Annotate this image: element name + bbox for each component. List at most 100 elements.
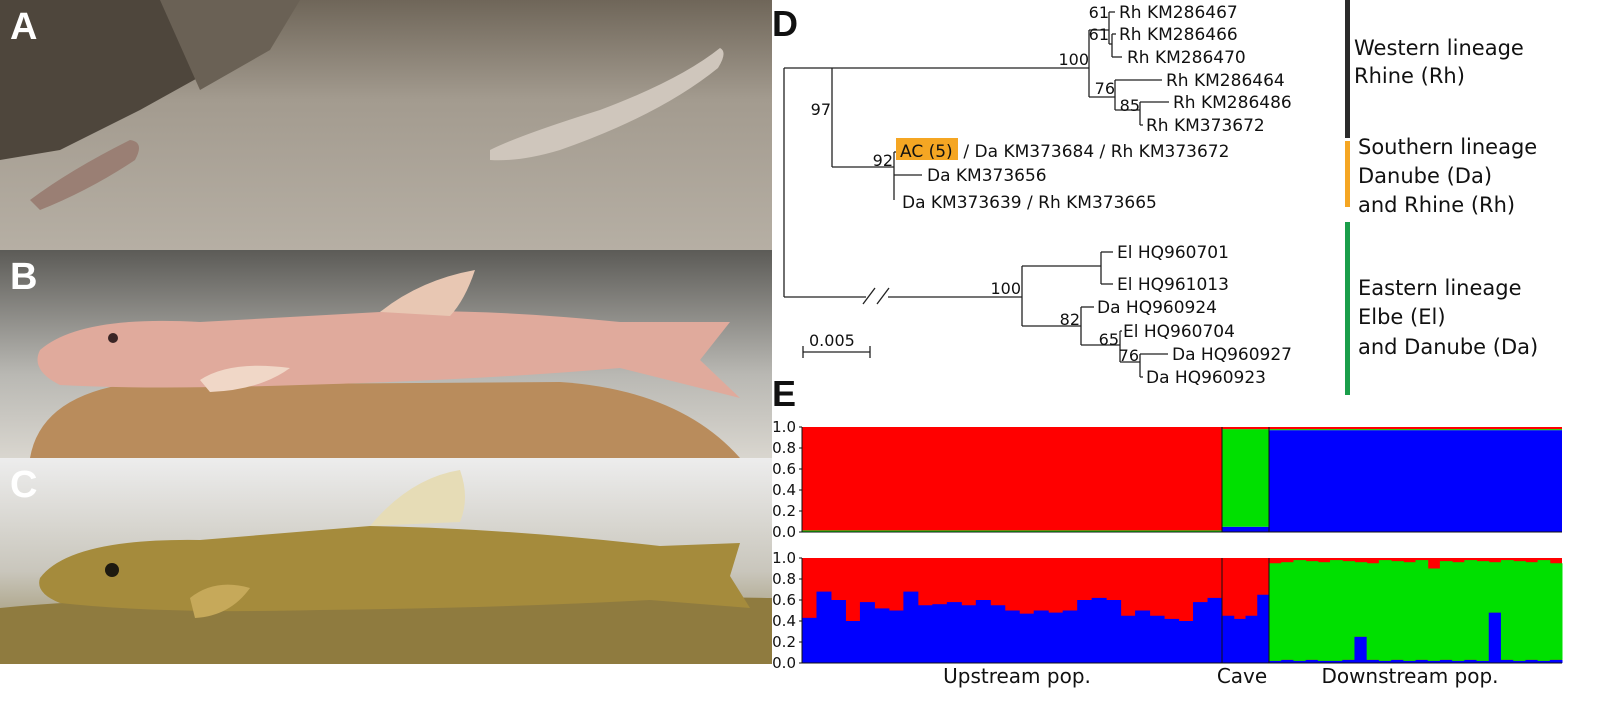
structure-bar-upstream-blue — [845, 621, 861, 663]
structure-bar-downstream-green — [1488, 562, 1502, 613]
support-value: 61 — [1089, 25, 1109, 44]
tip-label: Da KM373656 — [927, 166, 1047, 186]
structure-bar-downstream-green — [1269, 429, 1562, 431]
structure-bar-downstream-green — [1317, 562, 1331, 661]
structure-bar-downstream-green — [1525, 562, 1539, 660]
structure-bar-downstream-green — [1281, 562, 1294, 660]
y-tick-label: 0.2 — [772, 633, 796, 651]
structure-bar-upstream-blue — [961, 605, 977, 663]
lineage-label: and Danube (Da) — [1358, 335, 1538, 359]
structure-bar-downstream-green — [1403, 562, 1416, 661]
structure-bar-downstream-green — [1549, 563, 1563, 660]
y-tick-label: 1.0 — [772, 549, 796, 567]
structure-bar-downstream-blue — [1317, 660, 1331, 663]
structure-bar-downstream-blue — [1427, 660, 1441, 663]
structure-bar-upstream-blue — [1091, 597, 1107, 663]
structure-bar-downstream-blue — [1500, 659, 1514, 663]
structure-bar-cave-blue — [1222, 526, 1269, 532]
structure-bar-cave-blue — [1222, 615, 1235, 663]
lineage-label: Danube (Da) — [1358, 164, 1492, 188]
tip-label: El HQ961013 — [1117, 275, 1229, 295]
structure-bar-downstream-red — [1269, 427, 1562, 430]
tip-label: Da HQ960927 — [1172, 345, 1292, 365]
group-label-upstream: Upstream pop. — [943, 664, 1091, 688]
support-value: 100 — [990, 279, 1021, 298]
structure-bar-upstream-blue — [859, 602, 875, 663]
structure-bar-downstream-green — [1269, 563, 1282, 661]
structure-bar-downstream-green — [1391, 561, 1404, 660]
panel-label-b: B — [10, 256, 38, 298]
tip-label: Da HQ960924 — [1097, 298, 1217, 318]
structure-bar-cave-blue — [1233, 618, 1246, 663]
structure-bar-downstream-blue — [1366, 659, 1380, 663]
structure-bar-upstream-blue — [1120, 615, 1136, 663]
tip-label: Rh KM286466 — [1119, 25, 1238, 45]
photo-b-cave-loach — [0, 250, 772, 458]
structure-bar-upstream-blue — [946, 602, 962, 663]
support-value: 100 — [1058, 50, 1089, 69]
structure-bar-downstream-blue — [1464, 659, 1478, 663]
tip-label: Da HQ960923 — [1146, 368, 1266, 388]
structure-bar-upstream-blue — [874, 608, 890, 663]
structure-bar-downstream-green — [1500, 560, 1514, 660]
lineage-label: Eastern lineage — [1358, 276, 1522, 300]
structure-bar-downstream-blue — [1391, 659, 1404, 663]
ac-highlight — [896, 138, 958, 160]
y-tick-label: 0.6 — [772, 591, 796, 609]
structure-bar-downstream-blue — [1305, 659, 1319, 663]
structure-bar-downstream-blue — [1403, 660, 1416, 663]
structure-bar-upstream-blue — [1106, 600, 1122, 663]
structure-bar-upstream-blue — [1062, 610, 1078, 663]
structure-bar-upstream-blue — [1135, 610, 1151, 663]
panel-label-e: E — [772, 373, 797, 414]
panel-label-c: C — [10, 464, 38, 506]
support-value: 92 — [873, 151, 893, 170]
structure-bar-upstream-blue — [830, 600, 846, 663]
structure-bar-downstream-green — [1354, 562, 1368, 637]
y-tick-label: 0.8 — [772, 570, 796, 588]
photo-a-cave-loach — [0, 0, 772, 250]
structure-bar-upstream-green — [802, 530, 1222, 532]
structure-bar-downstream-blue — [1488, 612, 1502, 663]
tip-label: Da KM373639 / Rh KM373665 — [902, 193, 1157, 213]
structure-bar-downstream-blue — [1330, 660, 1343, 663]
support-value: 85 — [1120, 96, 1140, 115]
tip-label: El HQ960701 — [1117, 243, 1229, 263]
structure-bar-upstream-blue — [802, 617, 817, 663]
structure-bar-upstream-blue — [1048, 612, 1064, 663]
support-value: 65 — [1099, 330, 1119, 349]
phylogenetic-tree: Rh KM286467 Rh KM286466 Rh KM286470 Rh K… — [783, 0, 1538, 395]
structure-bar-upstream-blue — [1149, 615, 1165, 663]
structure-bar-downstream-blue — [1476, 660, 1490, 663]
structure-bar-cave-blue — [1257, 594, 1270, 663]
structure-bar-downstream-green — [1537, 560, 1551, 661]
lineage-bar-southern — [1345, 141, 1350, 207]
structure-bar-upstream-blue — [1004, 610, 1020, 663]
y-tick-label: 0.4 — [772, 612, 796, 630]
structure-bar-downstream-blue — [1378, 660, 1392, 663]
structure-bar-cave-red — [1222, 427, 1269, 430]
structure-bar-upstream-blue — [990, 605, 1006, 663]
structure-bar-downstream-green — [1342, 561, 1355, 660]
structure-bar-upstream-blue — [816, 591, 832, 663]
structure-bar-downstream-green — [1513, 561, 1526, 661]
y-tick-label: 1.0 — [772, 418, 796, 436]
photo-c-surface-loach — [0, 458, 772, 664]
structure-bar-downstream-green — [1464, 560, 1478, 660]
scale-bar-label: 0.005 — [809, 331, 855, 350]
structure-bar-upstream-blue — [1077, 600, 1093, 663]
tip-label: El HQ960704 — [1123, 322, 1235, 342]
support-value: 76 — [1119, 346, 1139, 365]
structure-bar-upstream-blue — [903, 591, 919, 663]
structure-bar-downstream-green — [1427, 568, 1441, 661]
structure-plot-top — [802, 427, 1562, 532]
tip-label: Rh KM373672 — [1146, 116, 1265, 136]
structure-bar-downstream-green — [1330, 560, 1343, 661]
structure-bar-downstream-green — [1378, 560, 1392, 661]
structure-bar-downstream-blue — [1354, 636, 1368, 663]
structure-bar-upstream-red — [802, 427, 1222, 531]
lineage-label: and Rhine (Rh) — [1358, 193, 1515, 217]
support-value: 76 — [1095, 79, 1115, 98]
structure-bar-downstream-blue — [1513, 660, 1526, 663]
structure-bar-downstream-green — [1293, 560, 1307, 661]
